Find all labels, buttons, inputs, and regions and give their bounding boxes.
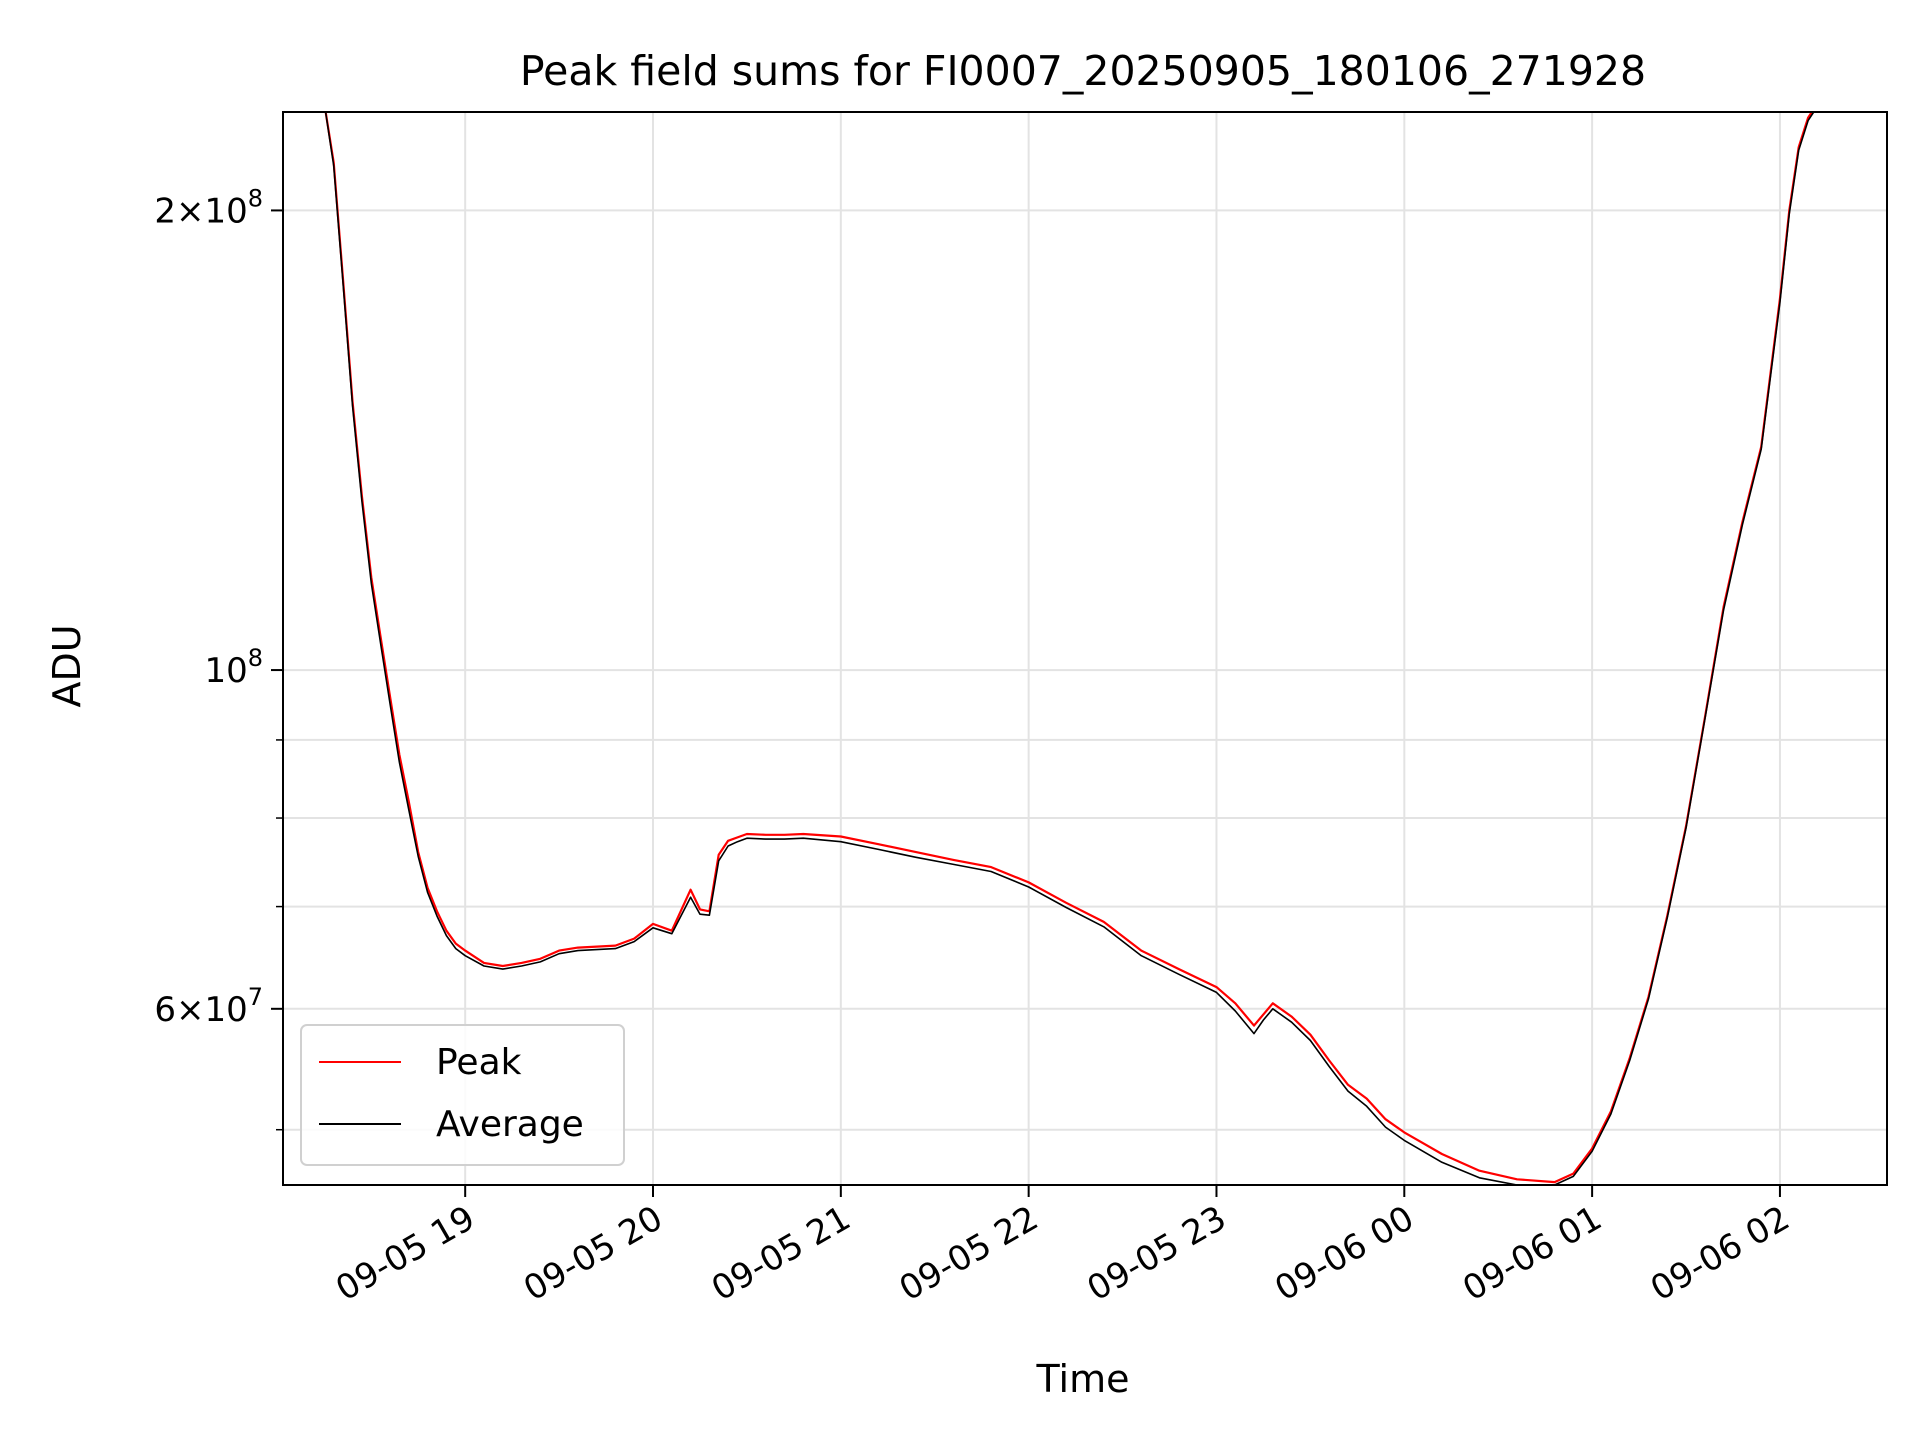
y-tick-exponent: 8 [248, 184, 263, 212]
legend-label-average: Average [436, 1104, 584, 1145]
y-tick-label: 2×108 [154, 184, 263, 231]
x-axis-label: Time [1036, 1357, 1130, 1401]
legend-box [300, 1024, 625, 1166]
series-layer [324, 112, 1815, 1185]
y-axis-label: ADU [45, 624, 89, 707]
plot-area-frame [282, 111, 1888, 1186]
y-tick-label: 6×107 [154, 983, 263, 1030]
series-line-peak [324, 112, 1814, 1184]
y-tick-base: 10 [204, 651, 247, 691]
chart-title: Peak field sums for FI0007_20250905_1801… [520, 47, 1646, 95]
grid [283, 112, 1887, 1185]
y-tick-base: 2×10 [154, 191, 247, 231]
y-tick-label: 108 [204, 644, 263, 691]
y-tick-exponent: 8 [248, 644, 263, 672]
series-line-average [324, 112, 1815, 1185]
legend-label-peak: Peak [436, 1042, 522, 1083]
y-tick-exponent: 7 [248, 983, 263, 1011]
legend: Peak Average [300, 1024, 625, 1166]
y-tick-base: 6×10 [154, 990, 247, 1030]
